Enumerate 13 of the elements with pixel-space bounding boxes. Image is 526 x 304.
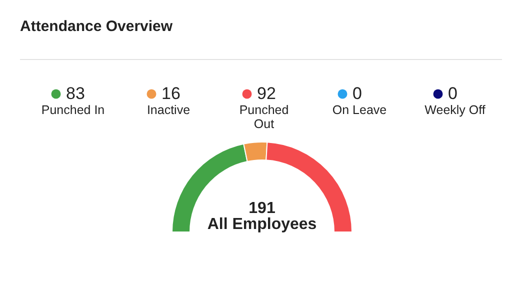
legend-label: Inactive [146, 103, 190, 117]
data-label: 16 [162, 84, 180, 103]
data-label: 92 [257, 84, 276, 103]
chart-title: Attendance Overview [20, 18, 173, 35]
text: 0 [352, 84, 362, 103]
text: All Employees [207, 216, 317, 233]
text: 191 [248, 200, 276, 217]
legend-label: Punched In [41, 103, 105, 117]
text: 0 [448, 84, 458, 103]
legend-label: Punched Out [239, 103, 289, 131]
legend-label: Weekly Off [424, 103, 486, 117]
legend-label: On Leave [332, 103, 387, 117]
data-label: 83 [66, 84, 85, 103]
